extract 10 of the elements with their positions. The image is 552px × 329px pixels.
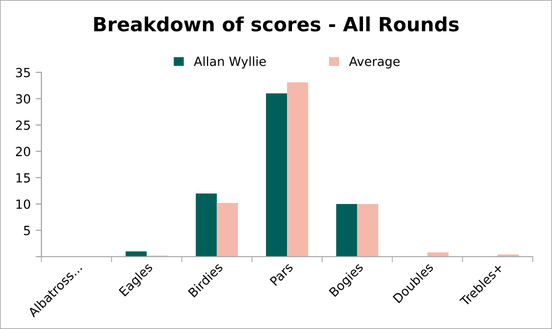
y-tick-label: 25 bbox=[16, 120, 30, 130]
y-tick-label: 5 bbox=[24, 226, 30, 236]
y-tick-label: 30 bbox=[16, 94, 30, 104]
legend-label: Average bbox=[349, 56, 400, 68]
y-tick-label: 35 bbox=[16, 68, 30, 78]
y-tick-label: 20 bbox=[16, 146, 30, 156]
y-tick-label: 15 bbox=[16, 173, 30, 183]
legend-label: Allan Wyllie bbox=[194, 56, 266, 68]
chart-title: Breakdown of scores - All Rounds bbox=[94, 16, 459, 32]
y-tick-label: 10 bbox=[16, 199, 30, 209]
